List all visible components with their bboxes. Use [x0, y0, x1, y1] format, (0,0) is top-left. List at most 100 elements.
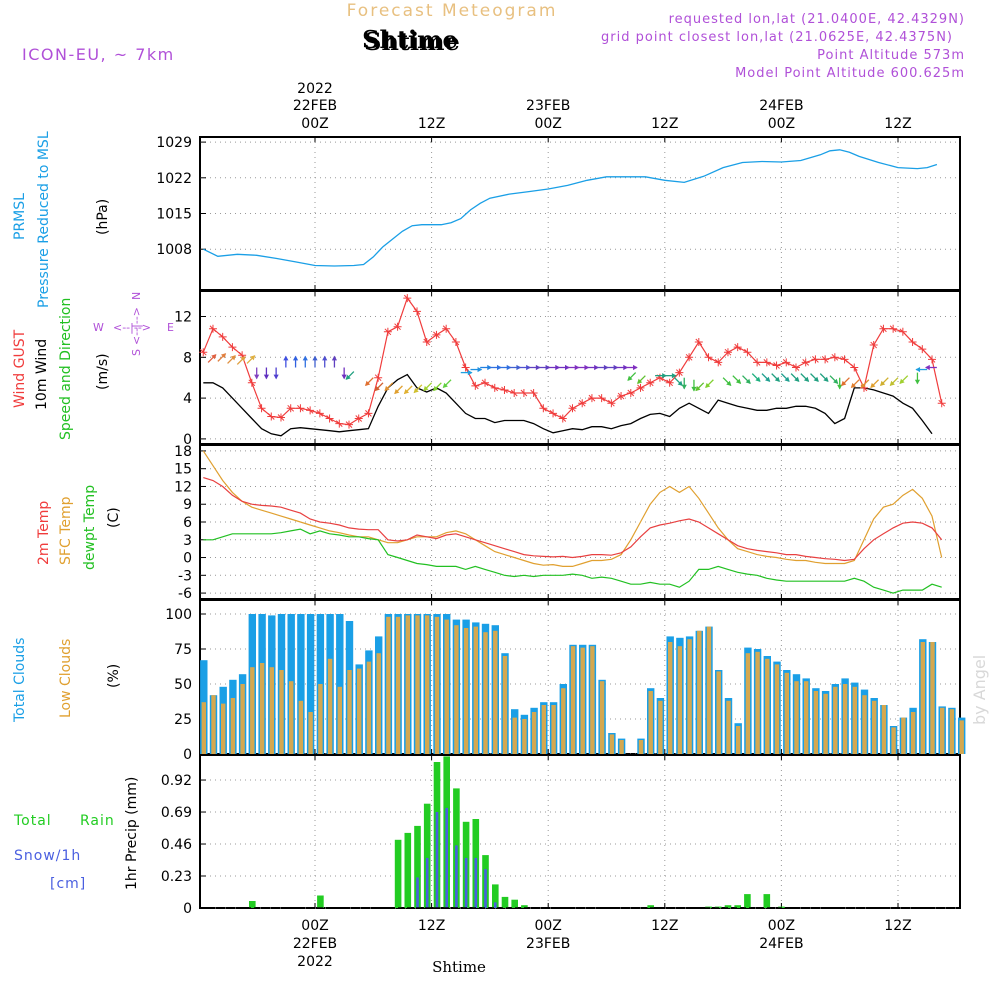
gust-marker: [529, 389, 538, 397]
low-clouds-label: Low Clouds: [58, 639, 74, 718]
point-altitude: Point Altitude 573m: [817, 48, 965, 63]
snow-bar: [435, 812, 439, 908]
wind-arrow-head: [565, 364, 570, 371]
total-cloud-bar: [297, 614, 305, 754]
top-hour-label: 00Z: [768, 116, 795, 132]
low-cloud-bar: [638, 740, 644, 754]
wind-arrow-head: [735, 378, 742, 384]
compass-w: W: [93, 321, 104, 334]
y-tick-label: 9: [183, 497, 192, 513]
low-cloud-bar: [434, 616, 440, 754]
gust-marker: [762, 358, 771, 367]
gust-marker: [490, 383, 499, 392]
wind-arrow-head: [633, 364, 638, 371]
low-cloud-bar: [463, 628, 469, 754]
gust-marker: [549, 409, 558, 418]
low-cloud-bar: [619, 740, 624, 754]
wind-arrow-head: [394, 388, 400, 395]
rain-bar: [317, 895, 324, 908]
gust-marker: [908, 338, 917, 346]
y-tick-label: 25: [174, 712, 192, 728]
gust-marker: [354, 414, 363, 423]
wind-arrow-head: [312, 355, 318, 361]
low-cloud-bar: [823, 693, 828, 754]
low-cloud-bar: [337, 686, 342, 754]
y-tick-label: 15: [174, 462, 192, 478]
low-cloud-bar: [201, 702, 206, 754]
wind-arrow-head: [496, 364, 502, 371]
gust-marker: [432, 330, 441, 339]
wind-arrow-head: [925, 364, 930, 371]
wind-arrow-head: [755, 376, 761, 382]
snow-bar: [445, 807, 448, 908]
precip-frame: [199, 754, 961, 909]
wind-arrow-head: [254, 374, 260, 380]
y-tick-label: 1022: [156, 171, 192, 187]
rain-bar: [423, 803, 431, 908]
gust-marker: [578, 399, 587, 408]
low-cloud-bar: [745, 653, 751, 754]
rain-label: Rain: [80, 813, 115, 829]
y-tick-label: 0: [183, 551, 192, 567]
bottom-hour-label: 00Z: [768, 918, 795, 934]
temp-dewpt-label: dewpt Temp: [82, 485, 98, 570]
gust-marker: [374, 373, 383, 382]
wind-arrow-head: [423, 385, 429, 392]
gust-marker: [607, 399, 616, 408]
temp-panel-labels: 2m Temp SFC Temp dewpt Temp (C): [36, 485, 122, 570]
gust-marker: [801, 358, 810, 367]
rain-bar: [404, 832, 412, 908]
rain-bar: [744, 894, 751, 908]
gust-marker: [714, 358, 723, 367]
low-cloud-bar: [940, 707, 945, 754]
gust-marker: [665, 378, 674, 387]
low-cloud-bar: [366, 661, 372, 754]
y-tick-label: 12: [174, 479, 192, 495]
low-cloud-bar: [425, 615, 430, 754]
y-tick-label: -6: [178, 586, 192, 602]
gust-marker: [646, 378, 655, 387]
wind-arrow-head: [915, 366, 921, 373]
wind-arrow-head: [545, 364, 551, 371]
gust-marker: [879, 324, 888, 333]
gust-marker: [335, 419, 344, 428]
wind-arrow-head: [677, 380, 683, 386]
wind-arrow-head: [823, 376, 829, 382]
wind-arrow-head: [637, 378, 643, 384]
gust-marker: [791, 363, 800, 372]
low-cloud-bar: [716, 671, 721, 754]
low-cloud-bar: [211, 695, 216, 754]
low-cloud-bar: [298, 700, 304, 754]
wind-unit: (m/s): [95, 353, 111, 390]
top-hour-label: 00Z: [534, 116, 561, 132]
gust-marker: [481, 378, 490, 387]
gust-marker: [626, 389, 635, 397]
y-tick-label: 6: [183, 515, 192, 531]
wind-arrow-head: [467, 370, 473, 376]
y-tick-label: 0.46: [161, 837, 192, 853]
low-cloud-bar: [483, 632, 488, 754]
low-cloud-bar: [920, 642, 925, 754]
low-cloud-bar: [736, 726, 741, 754]
gust-marker: [315, 409, 324, 418]
gust-marker: [568, 404, 577, 413]
low-cloud-bar: [551, 705, 556, 754]
gust-marker: [199, 348, 208, 357]
precip-axis-label: 1hr Precip (mm): [124, 777, 140, 890]
low-cloud-bar: [289, 681, 294, 754]
low-cloud-bar: [842, 684, 848, 754]
gust-marker: [918, 345, 927, 354]
wind-arrow-head: [774, 376, 780, 382]
wind-arrow-head: [374, 385, 380, 392]
low-cloud-bar: [327, 658, 333, 754]
gust-marker: [325, 414, 334, 423]
wind-arrow-head: [584, 364, 590, 371]
rain-bar: [521, 905, 528, 908]
gust-marker: [510, 389, 519, 397]
bottom-hour-label: 12Z: [418, 918, 445, 934]
wind-arrow-head: [613, 364, 619, 371]
gust-marker: [422, 338, 431, 346]
wind-arrow-head: [574, 364, 580, 371]
wind-arrow-head: [870, 382, 876, 389]
